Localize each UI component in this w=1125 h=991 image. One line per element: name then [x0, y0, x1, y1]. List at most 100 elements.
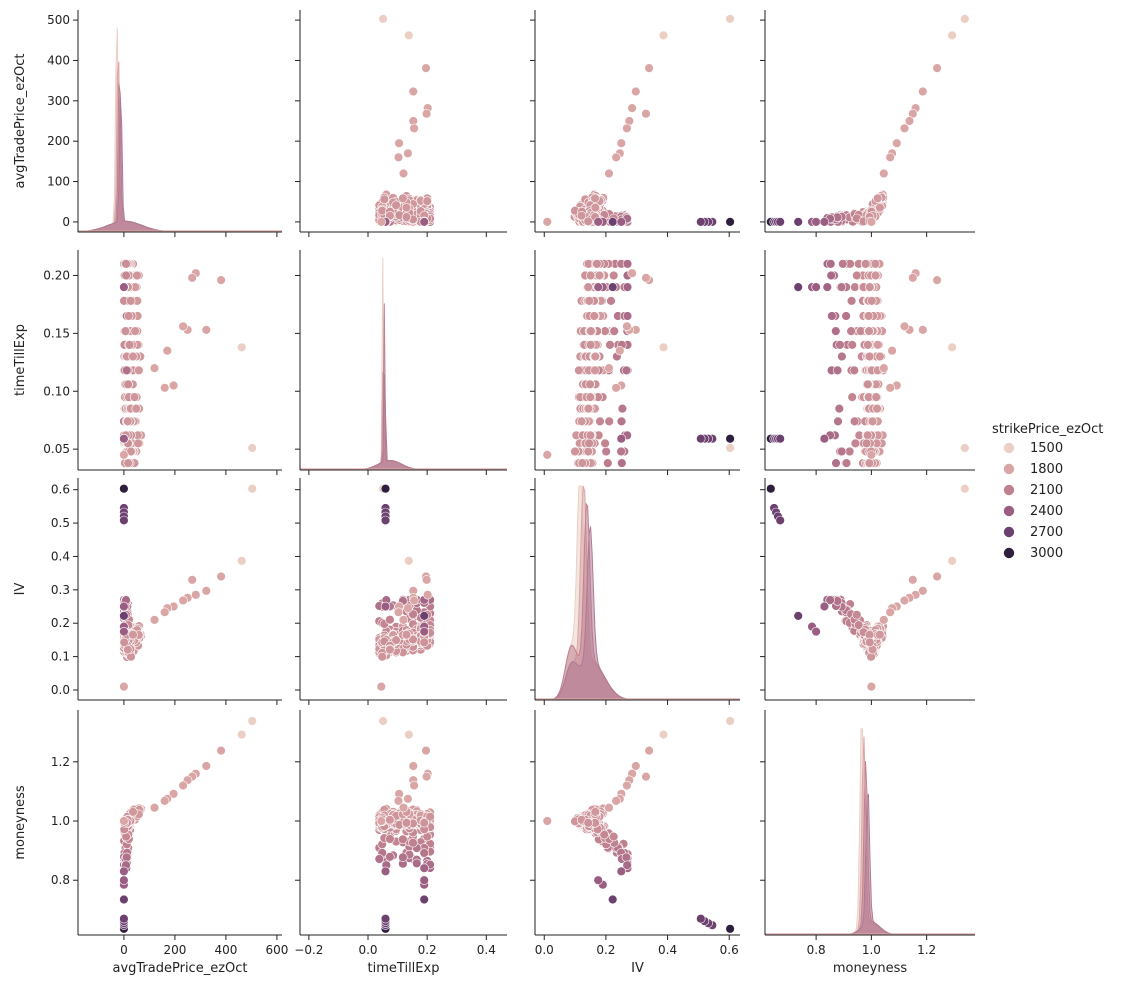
scatter-point: [380, 195, 389, 204]
scatter-point: [423, 197, 432, 206]
scatter-point: [423, 590, 432, 599]
scatter-point: [122, 271, 131, 280]
scatter-point: [852, 271, 861, 280]
scatter-point: [886, 383, 895, 392]
scatter-point: [865, 352, 874, 361]
scatter-point: [608, 283, 617, 292]
scatter-point: [134, 439, 143, 448]
scatter-point: [609, 271, 618, 280]
scatter-point: [848, 341, 857, 350]
scatter-point: [873, 404, 882, 413]
scatter-point: [124, 459, 133, 468]
scatter-point: [617, 447, 626, 456]
scatter-point: [612, 153, 621, 162]
scatter-point: [402, 630, 411, 639]
scatter-point: [823, 283, 832, 292]
scatter-point: [381, 484, 390, 493]
scatter-point: [410, 596, 419, 605]
scatter-point: [838, 260, 847, 269]
scatter-point: [642, 273, 651, 282]
scatter-point: [879, 364, 888, 373]
y-tick-label: 0.5: [51, 516, 70, 530]
scatter-point: [378, 206, 387, 215]
scatter-point: [605, 417, 614, 426]
scatter-point: [120, 283, 129, 292]
scatter-point: [586, 271, 595, 280]
scatter-point: [578, 459, 587, 468]
scatter-point: [420, 627, 429, 636]
scatter-point: [812, 218, 821, 227]
scatter-point: [420, 218, 429, 227]
panel-avgTradePrice_ezOct-vs-moneyness: [760, 10, 975, 237]
y-tick-label: 400: [47, 53, 70, 67]
scatter-point: [399, 616, 408, 625]
scatter-point: [845, 447, 854, 456]
scatter-point: [832, 459, 841, 468]
scatter-point: [794, 283, 803, 292]
scatter-point: [571, 447, 580, 456]
scatter-point: [586, 341, 595, 350]
scatter-point: [150, 364, 159, 373]
scatter-point: [402, 213, 411, 222]
scatter-point: [863, 380, 872, 389]
panel-IV-vs-IV: [530, 478, 740, 705]
scatter-point: [726, 15, 735, 24]
y-tick-label: 0.15: [43, 326, 70, 340]
panel-timeTillExp-vs-moneyness: [760, 250, 975, 475]
scatter-point: [381, 516, 390, 525]
scatter-point: [642, 109, 651, 118]
scatter-point: [191, 590, 200, 599]
scatter-point: [879, 169, 888, 178]
scatter-point: [120, 516, 129, 525]
scatter-point: [586, 431, 595, 440]
scatter-point: [404, 556, 413, 565]
scatter-point: [828, 312, 837, 321]
y-tick-label: 100: [47, 175, 70, 189]
scatter-point: [585, 439, 594, 448]
scatter-point: [122, 366, 131, 375]
scatter-point: [659, 343, 668, 352]
scatter-point: [394, 153, 403, 162]
scatter-point: [776, 434, 785, 443]
scatter-point: [960, 444, 969, 453]
scatter-point: [834, 417, 843, 426]
scatter-point: [404, 604, 413, 613]
scatter-point: [918, 326, 927, 335]
scatter-point: [836, 341, 845, 350]
y-tick-label: 0.10: [43, 384, 70, 398]
scatter-point: [933, 276, 942, 285]
scatter-point: [876, 352, 885, 361]
scatter-point: [379, 15, 388, 24]
scatter-point: [133, 271, 142, 280]
scatter-point: [404, 149, 413, 158]
scatter-point: [726, 434, 735, 443]
scatter-point: [202, 586, 211, 595]
scatter-point: [696, 218, 705, 227]
scatter-point: [696, 434, 705, 443]
y-tick-label: 0.20: [43, 268, 70, 282]
scatter-point: [948, 343, 957, 352]
scatter-point: [617, 139, 626, 148]
scatter-point: [873, 341, 882, 350]
scatter-point: [608, 218, 617, 227]
kde-density-curve: [300, 372, 507, 471]
scatter-point: [623, 283, 632, 292]
scatter-point: [217, 276, 226, 285]
scatter-point: [831, 327, 840, 336]
scatter-point: [134, 366, 143, 375]
scatter-point: [865, 327, 874, 336]
scatter-point: [867, 297, 876, 306]
scatter-point: [603, 459, 612, 468]
scatter-point: [918, 87, 927, 96]
scatter-point: [908, 273, 917, 282]
scatter-point: [595, 271, 604, 280]
panel-IV-vs-moneyness: [760, 478, 975, 705]
scatter-point: [160, 608, 169, 617]
scatter-point: [587, 327, 596, 336]
scatter-point: [617, 459, 626, 468]
scatter-point: [594, 283, 603, 292]
scatter-point: [726, 218, 735, 227]
scatter-point: [402, 203, 411, 212]
scatter-point: [409, 87, 418, 96]
